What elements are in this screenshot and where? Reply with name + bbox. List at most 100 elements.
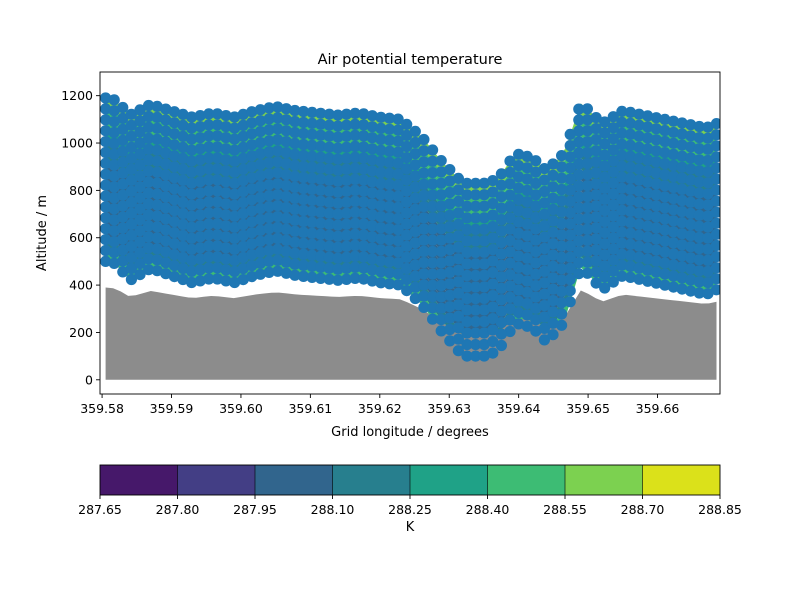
level-marker <box>306 249 318 261</box>
level-marker <box>151 177 163 189</box>
level-marker <box>366 264 378 276</box>
level-marker <box>134 148 146 160</box>
level-marker <box>581 103 594 115</box>
level-marker <box>513 171 525 183</box>
level-marker <box>349 239 361 251</box>
level-marker <box>504 212 516 224</box>
level-marker <box>435 268 447 280</box>
x-tick-label: 359.61 <box>288 401 332 416</box>
level-marker <box>513 160 525 172</box>
level-marker <box>487 313 499 325</box>
level-marker <box>435 245 447 257</box>
level-marker <box>134 236 146 248</box>
level-marker <box>289 214 301 226</box>
level-marker <box>470 327 482 339</box>
level-marker <box>315 228 327 240</box>
level-marker <box>573 224 585 236</box>
level-marker <box>332 274 344 286</box>
level-marker <box>375 211 387 223</box>
level-marker <box>547 203 559 216</box>
level-marker <box>478 177 490 189</box>
level-marker <box>521 309 533 321</box>
level-marker <box>306 106 318 118</box>
level-marker <box>358 174 370 186</box>
level-marker <box>461 281 473 293</box>
level-marker <box>495 305 507 317</box>
level-marker <box>495 294 507 306</box>
level-marker <box>280 190 292 203</box>
level-marker <box>693 176 705 188</box>
level-marker <box>117 200 129 212</box>
level-marker <box>280 234 292 246</box>
level-marker <box>667 270 680 282</box>
level-marker <box>495 179 507 191</box>
level-marker <box>108 257 120 269</box>
x-axis: 359.58 359.59 359.60 359.61 359.62 359.63 359.… <box>80 394 679 416</box>
level-marker <box>409 214 421 227</box>
level-marker <box>392 124 404 136</box>
level-marker <box>220 176 232 188</box>
level-marker <box>323 185 335 197</box>
level-marker <box>409 181 421 193</box>
level-marker <box>272 167 284 179</box>
level-marker <box>383 267 396 279</box>
level-marker <box>452 253 464 265</box>
level-marker <box>358 196 370 208</box>
level-marker <box>246 227 258 239</box>
level-marker <box>676 150 688 162</box>
level-marker <box>203 119 215 131</box>
level-marker <box>203 141 215 153</box>
level-marker <box>667 182 680 194</box>
level-marker <box>358 130 370 142</box>
level-marker <box>392 212 404 225</box>
level-marker <box>504 314 516 326</box>
level-marker <box>495 214 507 226</box>
level-marker <box>280 212 292 224</box>
level-marker <box>461 327 473 339</box>
level-marker <box>194 209 206 221</box>
level-marker <box>538 265 551 277</box>
level-marker <box>487 255 499 267</box>
level-marker <box>513 239 525 251</box>
level-marker <box>642 143 654 155</box>
level-marker <box>513 295 525 307</box>
level-marker <box>633 108 645 120</box>
level-marker <box>659 213 671 225</box>
level-marker <box>693 187 705 199</box>
level-marker <box>134 170 146 182</box>
level-marker <box>444 198 456 210</box>
level-marker <box>452 287 464 299</box>
level-marker <box>667 281 680 293</box>
level-marker <box>349 107 361 119</box>
level-marker <box>547 226 559 238</box>
level-marker <box>521 264 533 276</box>
level-marker <box>272 254 284 266</box>
level-marker <box>530 314 542 326</box>
level-marker <box>211 108 223 120</box>
level-marker <box>340 240 353 252</box>
level-marker <box>108 214 120 226</box>
level-marker <box>177 108 189 120</box>
level-marker <box>349 173 361 185</box>
level-marker <box>564 251 576 263</box>
level-marker <box>452 218 464 230</box>
level-marker <box>513 261 525 273</box>
level-marker <box>564 207 576 219</box>
level-marker <box>366 154 378 166</box>
level-marker <box>642 253 654 265</box>
level-marker <box>659 191 671 203</box>
level-marker <box>280 256 292 268</box>
level-marker <box>409 226 421 238</box>
level-marker <box>280 125 292 137</box>
level-marker <box>340 218 353 230</box>
level-marker <box>659 135 671 148</box>
level-marker <box>667 170 680 183</box>
level-marker <box>564 195 576 207</box>
level-marker <box>650 277 662 289</box>
level-marker <box>323 196 335 208</box>
level-marker <box>693 287 705 299</box>
level-marker <box>504 200 516 213</box>
level-marker <box>642 132 654 144</box>
level-marker <box>289 181 301 193</box>
level-marker <box>478 258 490 270</box>
